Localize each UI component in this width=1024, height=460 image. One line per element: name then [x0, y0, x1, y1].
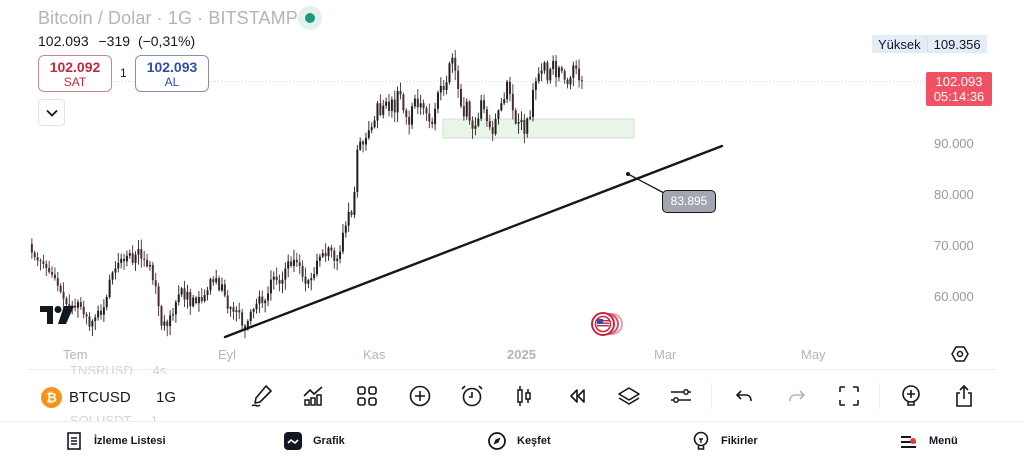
market-status-indicator[interactable]	[298, 6, 322, 30]
candles-icon	[517, 386, 531, 406]
draw-tool-button[interactable]	[247, 381, 277, 411]
sliders-icon	[671, 389, 691, 403]
candles	[30, 49, 583, 339]
toolbar-separator	[879, 383, 880, 409]
current-price-tag: 102.093 05:14:36	[926, 72, 992, 106]
indicators-button[interactable]	[299, 381, 329, 411]
bar-countdown: 05:14:36	[933, 89, 985, 104]
share-icon	[956, 384, 972, 407]
chart-type-button[interactable]	[509, 381, 539, 411]
price-quote: 102.093 −319 (−0,31%)	[38, 33, 201, 49]
bitcoin-icon: ₿	[41, 386, 62, 408]
price-change: −319	[98, 33, 131, 49]
current-price: 102.093	[935, 74, 983, 89]
watchlist-icon	[67, 432, 81, 450]
toolbar-separator	[711, 383, 712, 409]
collapse-legend-button[interactable]	[38, 99, 65, 126]
sell-button[interactable]: 102.092 SAT	[38, 55, 112, 92]
undo-button[interactable]	[729, 381, 759, 411]
share-button[interactable]	[949, 381, 979, 411]
nav-chart[interactable]: Grafik	[283, 424, 345, 458]
trendline-price-callout[interactable]: 83.895	[662, 190, 716, 213]
notification-dot	[910, 438, 916, 444]
nav-explore[interactable]: Keşfet	[487, 424, 551, 458]
object-tree-button[interactable]	[614, 381, 644, 411]
last-price: 102.093	[38, 33, 89, 49]
fullscreen-icon	[839, 386, 859, 406]
toolbar-divider	[0, 421, 1024, 422]
nav-label: Grafik	[313, 435, 345, 447]
price-change-percent: (−0,31%)	[137, 33, 196, 49]
replay-button[interactable]	[562, 381, 592, 411]
chart-settings-icon[interactable]	[951, 345, 969, 363]
x-axis-label: Kas	[363, 347, 386, 362]
symbol-name: BTCUSD	[69, 388, 131, 406]
lightbulb-icon	[693, 431, 709, 450]
x-axis-label: Eyl	[218, 347, 237, 362]
x-axis-label: Tem	[63, 347, 88, 362]
x-axis-label: May	[801, 347, 826, 362]
rewind-icon	[570, 389, 585, 403]
y-axis-label: 60.000	[934, 289, 974, 304]
alert-button[interactable]	[457, 381, 487, 411]
high-value: 109.356	[933, 36, 981, 52]
chevron-down-icon	[45, 109, 58, 117]
undo-icon	[735, 390, 752, 402]
price-chart[interactable]	[0, 0, 1024, 370]
chart-icon	[284, 432, 302, 450]
tradingview-logo-icon	[40, 306, 74, 324]
x-axis-label: Mar	[654, 347, 677, 362]
y-axis-label: 90.000	[934, 136, 974, 151]
nav-label: Keşfet	[517, 435, 551, 447]
nav-label: Menü	[929, 435, 958, 447]
y-axis-label: 80.000	[934, 187, 974, 202]
menu-icon	[901, 436, 916, 448]
high-value-badge: Yüksek 109.356	[872, 35, 987, 53]
buy-label: AL	[164, 75, 180, 89]
market-open-dot-icon	[305, 13, 315, 23]
axis-divider	[28, 369, 996, 370]
add-button[interactable]	[405, 381, 435, 411]
interval-selector[interactable]: 1G	[156, 389, 177, 406]
redo-button[interactable]	[782, 381, 812, 411]
nav-watchlist[interactable]: İzleme Listesi	[64, 424, 166, 458]
chart-bars-icon	[303, 386, 323, 406]
fullscreen-button[interactable]	[834, 381, 864, 411]
nav-label: Fikirler	[721, 435, 758, 447]
sell-price: 102.092	[49, 59, 101, 75]
nav-menu[interactable]: Menü	[899, 424, 958, 458]
buy-price: 102.093	[146, 59, 198, 75]
publish-idea-button[interactable]	[896, 381, 926, 411]
buy-button[interactable]: 102.093 AL	[135, 55, 209, 92]
symbol-title[interactable]: Bitcoin / Dolar · 1G · BITSTAMP	[38, 8, 298, 28]
nav-label: İzleme Listesi	[94, 435, 166, 447]
trendline-drawing[interactable]	[223, 144, 724, 339]
layers-icon	[618, 387, 640, 405]
lightbulb-plus-icon	[902, 385, 920, 406]
y-axis-label: 70.000	[934, 238, 974, 253]
settings-button[interactable]	[666, 381, 696, 411]
symbol-selector[interactable]: ₿ BTCUSD	[41, 385, 131, 409]
plus-circle-icon	[409, 385, 431, 407]
x-axis-label: 2025	[507, 347, 536, 362]
us-economic-event-icon[interactable]	[586, 312, 626, 336]
high-label: Yüksek	[872, 36, 928, 52]
compass-icon	[488, 432, 506, 450]
symbol-picker-prev[interactable]: TNSRUSD 4s	[70, 364, 167, 374]
spread-value: 1	[120, 66, 127, 80]
redo-icon	[789, 390, 806, 402]
sell-label: SAT	[63, 75, 87, 89]
symbol-picker-next[interactable]: SOLUSDT 1...	[70, 414, 169, 421]
nav-ideas[interactable]: Fikirler	[691, 424, 758, 458]
alarm-clock-icon	[461, 385, 483, 407]
pencil-icon	[251, 385, 272, 407]
layouts-button[interactable]	[352, 381, 382, 411]
grid-icon	[357, 386, 377, 406]
